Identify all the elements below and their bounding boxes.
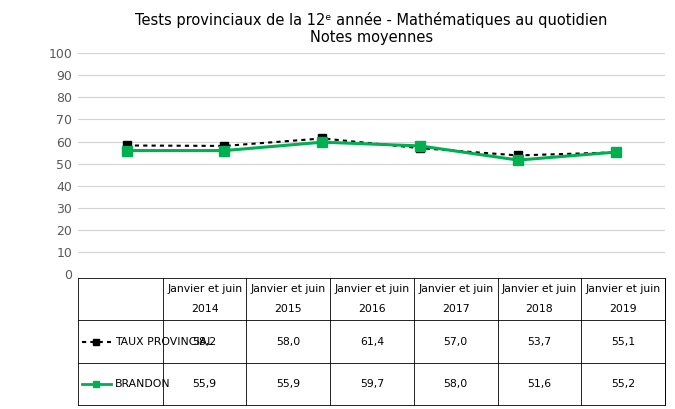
Text: 2017: 2017 [442,304,470,315]
Text: 2019: 2019 [610,304,637,315]
Text: 2014: 2014 [191,304,219,315]
Text: 2018: 2018 [526,304,554,315]
Text: Janvier et juin: Janvier et juin [502,284,577,294]
Text: 58,2: 58,2 [192,337,217,346]
Text: 55,2: 55,2 [611,379,635,389]
Text: 57,0: 57,0 [443,337,468,346]
Text: Janvier et juin: Janvier et juin [585,284,661,294]
Text: 51,6: 51,6 [527,379,551,389]
Text: BRANDON: BRANDON [115,379,170,389]
Text: 55,1: 55,1 [611,337,635,346]
Text: Janvier et juin: Janvier et juin [167,284,242,294]
Text: 58,0: 58,0 [443,379,468,389]
Text: 55,9: 55,9 [276,379,300,389]
Text: 2015: 2015 [275,304,302,315]
Text: 2016: 2016 [358,304,386,315]
Text: Janvier et juin: Janvier et juin [418,284,493,294]
Text: 59,7: 59,7 [360,379,384,389]
Title: Tests provinciaux de la 12ᵉ année - Mathématiques au quotidien
Notes moyennes: Tests provinciaux de la 12ᵉ année - Math… [135,12,608,45]
Text: TAUX PROVINCIAL: TAUX PROVINCIAL [115,337,213,346]
Text: 55,9: 55,9 [192,379,217,389]
Text: Janvier et juin: Janvier et juin [250,284,326,294]
Text: 61,4: 61,4 [360,337,384,346]
Text: 53,7: 53,7 [527,337,551,346]
Text: Janvier et juin: Janvier et juin [334,284,410,294]
Text: 58,0: 58,0 [276,337,300,346]
